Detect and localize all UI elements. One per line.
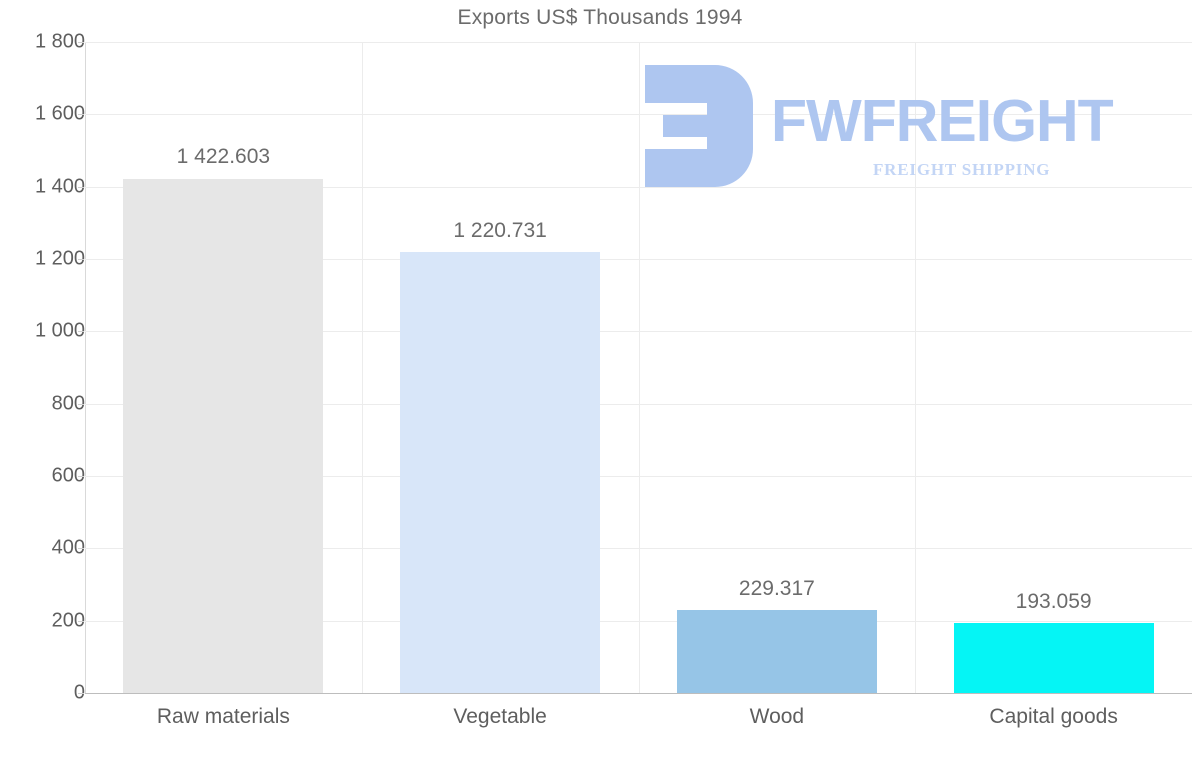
y-axis-tick-mark	[78, 259, 84, 260]
gridline-vertical	[638, 42, 640, 693]
bar-value-label: 1 220.731	[453, 218, 547, 242]
bar[interactable]	[123, 178, 324, 693]
y-axis-tick-label: 600	[51, 464, 85, 487]
y-axis-tick-mark	[78, 476, 84, 477]
y-axis-tick-label: 1 800	[34, 30, 85, 53]
x-axis-category-label: Vegetable	[453, 705, 547, 728]
y-axis-tick-label: 1 000	[34, 319, 85, 342]
y-axis-tick-label: 400	[51, 536, 85, 559]
gridline-vertical	[361, 42, 363, 693]
gridline-horizontal	[85, 693, 1192, 694]
x-axis-category-label: Wood	[749, 705, 805, 728]
bar-value-label: 193.059	[1015, 590, 1092, 614]
y-axis-tick-mark	[78, 620, 84, 622]
y-axis-tick-label: 800	[51, 392, 85, 415]
y-axis: 1 800 1 600 1 400 1 200 1 000 800 600 400 200 0	[0, 0, 85, 763]
y-axis-tick-mark	[78, 403, 84, 405]
gridline-vertical	[915, 42, 917, 693]
y-axis-tick-label: 200	[51, 609, 85, 632]
y-axis-tick-label: 1 600	[34, 102, 85, 125]
bar[interactable]	[676, 610, 877, 693]
bar-value-label: 229.317	[738, 577, 815, 601]
bar-value-label: 1 422.603	[176, 145, 271, 169]
bar[interactable]	[953, 623, 1154, 693]
y-axis-tick-label: 0	[7, 682, 85, 705]
y-axis-tick-mark	[78, 186, 84, 188]
y-axis-tick-mark	[78, 693, 84, 694]
y-axis-tick-label: 1 200	[34, 247, 85, 270]
y-axis-tick-mark	[78, 114, 84, 116]
x-axis-category-label: Raw materials	[156, 705, 290, 728]
y-axis-tick-mark	[78, 548, 84, 550]
bar[interactable]	[400, 251, 601, 693]
chart-title: Exports US$ Thousands 1994	[457, 6, 743, 29]
y-axis-tick-mark	[78, 331, 84, 333]
plot-area	[85, 42, 1192, 694]
y-axis-tick-label: 1 400	[34, 175, 85, 198]
y-axis-line	[85, 42, 86, 694]
y-axis-tick-mark	[78, 42, 84, 43]
x-axis-category-label: Capital goods	[989, 705, 1118, 728]
